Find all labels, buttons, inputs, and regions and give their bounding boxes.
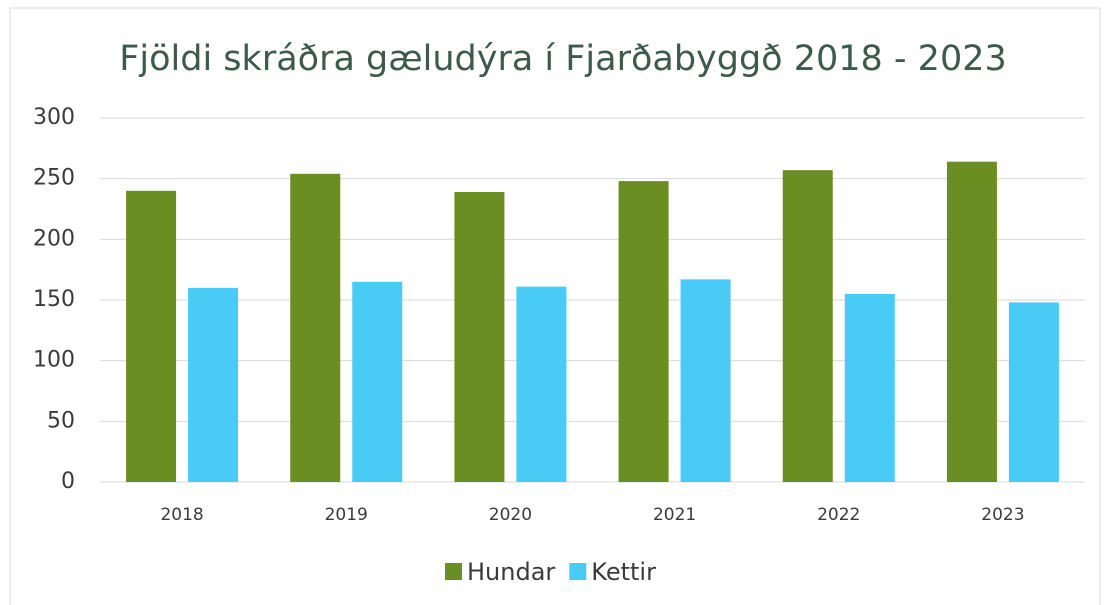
bar	[126, 190, 177, 483]
bar	[618, 181, 669, 483]
legend-label: Kettir	[591, 558, 656, 586]
bar	[516, 286, 567, 482]
y-tick-label: 150	[33, 287, 75, 312]
bar	[290, 173, 341, 482]
x-tick-label: 2023	[981, 505, 1024, 525]
x-tick-label: 2018	[160, 505, 203, 525]
y-tick-label: 100	[33, 348, 75, 373]
bar	[454, 192, 505, 482]
x-tick-label: 2021	[653, 505, 696, 525]
x-tick-label: 2022	[817, 505, 860, 525]
bar	[782, 170, 833, 482]
legend-swatch	[445, 563, 462, 580]
bar	[352, 281, 403, 482]
bar	[946, 161, 997, 482]
y-tick-label: 0	[61, 469, 75, 494]
y-tick-label: 300	[33, 105, 75, 130]
bar	[1008, 302, 1059, 482]
y-tick-label: 200	[33, 226, 75, 251]
bar	[680, 279, 731, 482]
y-tick-label: 250	[33, 166, 75, 191]
x-tick-label: 2020	[489, 505, 532, 525]
bar	[188, 287, 239, 482]
legend-swatch	[569, 563, 587, 580]
bar	[844, 293, 895, 482]
y-tick-label: 50	[47, 408, 75, 433]
x-tick-label: 2019	[325, 505, 368, 525]
legend-label: Hundar	[467, 558, 555, 586]
chart-title: Fjöldi skráðra gæludýra í Fjarðabyggð 20…	[119, 39, 1007, 79]
